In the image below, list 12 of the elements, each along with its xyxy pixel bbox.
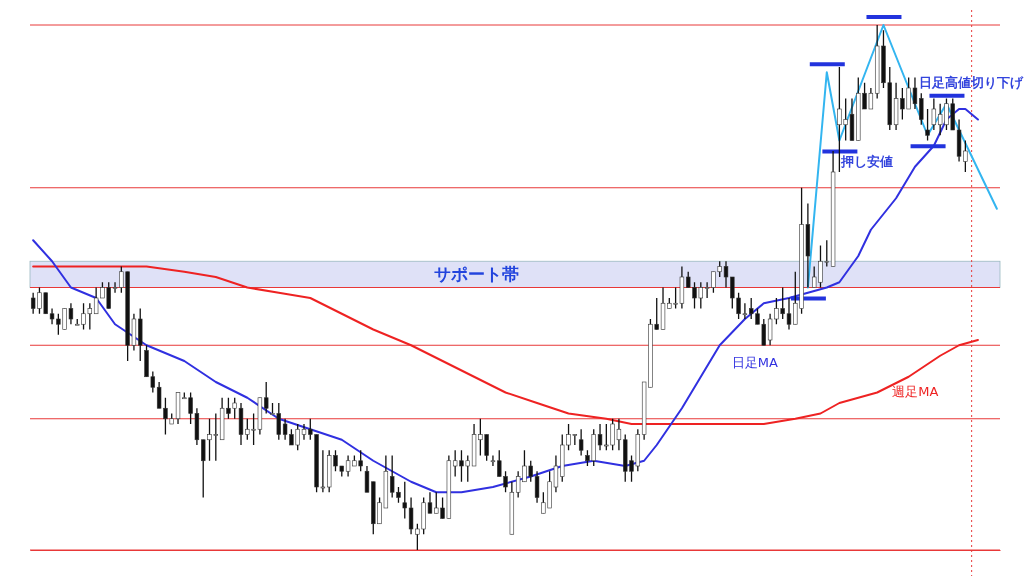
candlestick [264,381,269,415]
candlestick [578,428,584,457]
band-label: サポート帯 [433,264,519,285]
candlestick [931,97,937,131]
candlestick [534,470,540,504]
candlestick [490,454,496,467]
annotation: 押し安値 [840,153,894,169]
annotation: 日足高値切り下げ [919,74,1024,90]
series-label: 週足MA [892,383,939,399]
series-label: 日足MA [731,355,778,371]
candlestick [925,108,930,142]
candlestick [402,481,407,520]
